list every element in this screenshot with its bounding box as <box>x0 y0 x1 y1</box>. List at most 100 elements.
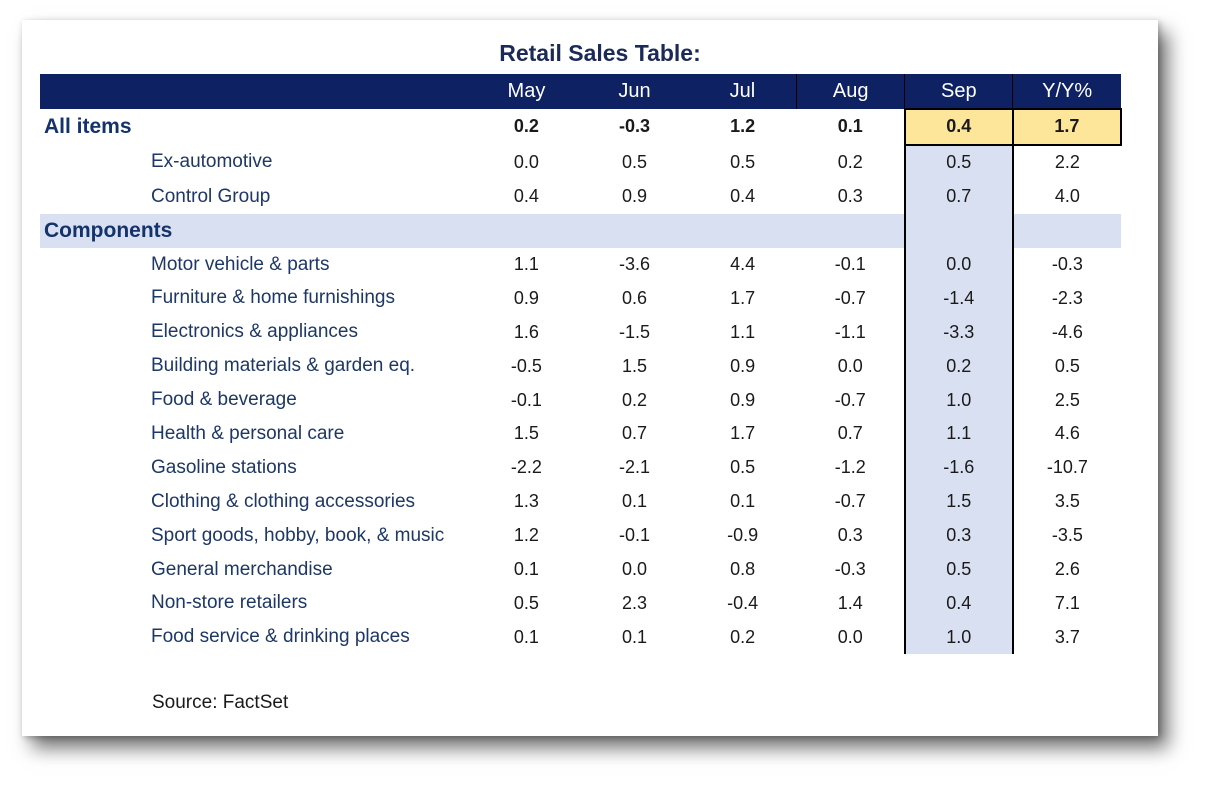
table-row: Control Group 0.4 0.9 0.4 0.3 0.7 4.0 <box>40 179 1121 214</box>
row-label: Food & beverage <box>151 389 297 411</box>
cell-sep: 0.4 <box>903 108 1014 146</box>
section-row-components: Components <box>40 213 1121 248</box>
cell-jun: 1.5 <box>622 355 648 376</box>
cell-aug: 0.7 <box>837 423 863 444</box>
cell-may: 0.2 <box>513 116 539 137</box>
cell-sep: -1.6 <box>903 450 1014 485</box>
cell-jul: 1.1 <box>730 321 756 342</box>
cell-may: 0.4 <box>513 186 539 207</box>
cell-aug: 0.3 <box>837 186 863 207</box>
row-label: General merchandise <box>151 558 333 580</box>
table-row: Ex-automotive 0.0 0.5 0.5 0.2 0.5 2.2 <box>40 144 1121 180</box>
cell-yy: 3.7 <box>1054 626 1080 647</box>
header-sep: Sep <box>904 74 1013 109</box>
table-row: Building materials & garden eq. -0.5 1.5… <box>40 349 1121 384</box>
cell-jul: 0.8 <box>730 559 756 580</box>
cell-may: 0.0 <box>513 151 539 172</box>
table-row: Furniture & home furnishings 0.9 0.6 1.7… <box>40 281 1121 316</box>
table-row: Food service & drinking places 0.1 0.1 0… <box>40 620 1121 655</box>
cell-jun: -0.1 <box>619 525 651 546</box>
cell-may: 1.3 <box>513 491 539 512</box>
cell-aug <box>796 213 905 248</box>
cell-jun <box>580 213 689 248</box>
cell-jul: 0.2 <box>730 626 756 647</box>
table-row: Non-store retailers 0.5 2.3 -0.4 1.4 0.4… <box>40 586 1121 621</box>
cell-sep: 0.3 <box>903 518 1014 553</box>
row-label: Furniture & home furnishings <box>151 287 395 309</box>
cell-may: -2.2 <box>510 457 542 478</box>
header-aug: Aug <box>796 74 905 109</box>
cell-yy: 3.5 <box>1054 491 1080 512</box>
cell-jul: 0.1 <box>730 491 756 512</box>
cell-jun: 2.3 <box>622 592 648 613</box>
cell-yy: -4.6 <box>1051 321 1083 342</box>
cell-yy: 0.5 <box>1054 355 1080 376</box>
cell-sep: 0.5 <box>903 144 1014 180</box>
row-label: Building materials & garden eq. <box>151 355 416 377</box>
cell-may: 0.5 <box>513 592 539 613</box>
table-row: Sport goods, hobby, book, & music 1.2 -0… <box>40 518 1121 553</box>
cell-jul: 0.9 <box>730 355 756 376</box>
cell-yy: -3.5 <box>1051 525 1083 546</box>
source-note: Source: FactSet <box>152 692 289 713</box>
row-label: Control Group <box>151 185 271 207</box>
cell-jul: 0.5 <box>730 457 756 478</box>
cell-sep: 0.5 <box>903 552 1014 587</box>
cell-yy: 4.0 <box>1054 186 1080 207</box>
cell-may: 1.5 <box>513 423 539 444</box>
cell-may: 1.6 <box>513 321 539 342</box>
cell-yy: 1.7 <box>1011 108 1123 146</box>
cell-sep: 0.0 <box>903 247 1014 282</box>
cell-yy: -2.3 <box>1051 287 1083 308</box>
cell-jul: 0.9 <box>730 389 756 410</box>
header-row: May Jun Jul Aug Sep Y/Y% <box>40 74 1121 109</box>
cell-sep: 1.0 <box>903 383 1014 418</box>
cell-jun: 0.9 <box>622 186 648 207</box>
cell-yy: 2.5 <box>1054 389 1080 410</box>
cell-may: 1.2 <box>513 525 539 546</box>
cell-sep: 1.5 <box>903 484 1014 519</box>
cell-aug: 0.0 <box>837 626 863 647</box>
cell-aug: 0.1 <box>837 116 863 137</box>
table-row: Health & personal care 1.5 0.7 1.7 0.7 1… <box>40 417 1121 451</box>
cell-sep: 0.7 <box>903 179 1014 214</box>
cell-may <box>472 213 581 248</box>
table-row: All items 0.2 -0.3 1.2 0.1 0.4 1.7 <box>40 108 1123 146</box>
cell-sep <box>903 213 1014 248</box>
table-row: Food & beverage -0.1 0.2 0.9 -0.7 1.0 2.… <box>40 383 1121 418</box>
cell-aug: -1.1 <box>834 321 866 342</box>
cell-may: 1.1 <box>513 254 539 274</box>
cell-jul: 1.7 <box>730 287 756 308</box>
cell-may: 0.1 <box>513 559 539 580</box>
cell-aug: -1.2 <box>834 457 866 478</box>
cell-aug: 1.4 <box>837 592 863 613</box>
cell-jun: 0.7 <box>622 423 648 444</box>
row-label: Sport goods, hobby, book, & music <box>151 524 445 546</box>
cell-aug: 0.3 <box>837 525 863 546</box>
row-label: All items <box>44 114 132 138</box>
cell-sep: 0.2 <box>903 349 1014 384</box>
cell-jun: -3.6 <box>619 254 651 274</box>
cell-yy <box>1012 213 1121 248</box>
cell-jun: -2.1 <box>619 457 651 478</box>
cell-yy: -10.7 <box>1046 457 1088 478</box>
cell-may: -0.1 <box>510 389 542 410</box>
cell-aug: -0.3 <box>834 559 866 580</box>
cell-jun: 0.1 <box>622 626 648 647</box>
table-row: Electronics & appliances 1.6 -1.5 1.1 -1… <box>40 315 1121 350</box>
table-title: Retail Sales Table: <box>499 40 701 66</box>
cell-jun: 0.1 <box>622 491 648 512</box>
cell-jun: -1.5 <box>619 321 651 342</box>
cell-sep: 1.1 <box>903 417 1014 451</box>
cell-may: -0.5 <box>510 355 542 376</box>
cell-jun: 0.6 <box>622 287 648 308</box>
cell-jun: 0.5 <box>622 151 648 172</box>
cell-sep: -1.4 <box>903 281 1014 316</box>
cell-aug: -0.1 <box>834 254 866 274</box>
cell-jul: 0.4 <box>730 186 756 207</box>
cell-jul: 1.7 <box>730 423 756 444</box>
cell-aug: 0.2 <box>837 151 863 172</box>
table-row: General merchandise 0.1 0.0 0.8 -0.3 0.5… <box>40 552 1121 587</box>
header-label <box>40 74 473 109</box>
cell-yy: 4.6 <box>1054 423 1080 444</box>
